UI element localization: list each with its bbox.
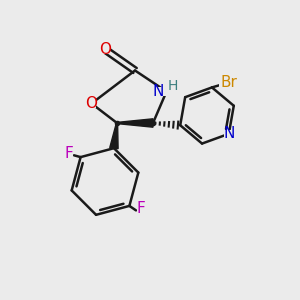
Text: N: N [153,84,164,99]
FancyBboxPatch shape [158,87,175,96]
Polygon shape [117,119,153,127]
FancyBboxPatch shape [87,99,96,108]
FancyBboxPatch shape [100,45,110,54]
FancyBboxPatch shape [65,149,74,158]
Polygon shape [110,123,118,149]
Text: F: F [65,146,74,161]
Text: Br: Br [220,75,237,90]
Text: O: O [99,42,111,57]
FancyBboxPatch shape [224,130,234,138]
Text: N: N [223,126,235,141]
Text: H: H [168,79,178,92]
FancyBboxPatch shape [219,78,237,87]
Text: O: O [85,96,98,111]
FancyBboxPatch shape [136,205,145,213]
Text: F: F [136,201,145,216]
